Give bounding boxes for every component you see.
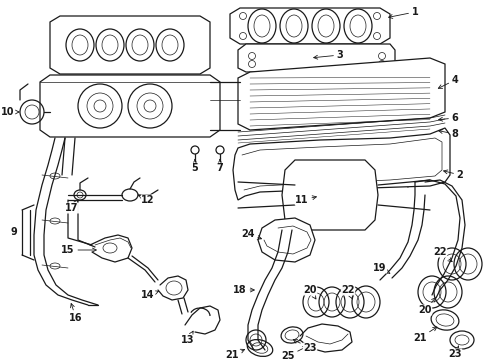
Text: 6: 6 [438, 113, 457, 123]
Text: 19: 19 [372, 263, 389, 273]
Polygon shape [238, 58, 444, 130]
Text: 11: 11 [295, 195, 316, 205]
Polygon shape [258, 218, 314, 262]
Text: 3: 3 [313, 50, 343, 60]
Text: 22: 22 [432, 247, 451, 262]
Text: 23: 23 [447, 346, 461, 359]
Text: 4: 4 [437, 75, 457, 88]
Text: 12: 12 [138, 195, 154, 205]
Text: 7: 7 [216, 159, 223, 173]
Text: 23: 23 [293, 339, 316, 353]
Polygon shape [232, 128, 449, 200]
Text: 8: 8 [438, 129, 458, 139]
Polygon shape [282, 160, 377, 230]
Text: 21: 21 [412, 327, 436, 343]
Text: 9: 9 [11, 227, 18, 237]
Text: 20: 20 [303, 285, 316, 299]
Text: 5: 5 [191, 159, 198, 173]
Text: 17: 17 [65, 200, 79, 213]
Text: 25: 25 [281, 347, 306, 360]
Text: 21: 21 [225, 349, 244, 360]
Text: 15: 15 [61, 245, 96, 255]
Text: 16: 16 [69, 303, 82, 323]
Text: 22: 22 [341, 285, 354, 299]
Polygon shape [40, 75, 220, 137]
Text: 14: 14 [141, 290, 158, 300]
Polygon shape [238, 44, 394, 72]
Text: 13: 13 [181, 331, 194, 345]
Text: 24: 24 [241, 229, 261, 239]
Text: 18: 18 [233, 285, 254, 295]
Text: 10: 10 [1, 107, 19, 117]
Text: 2: 2 [443, 170, 463, 180]
Polygon shape [229, 8, 389, 44]
Text: 20: 20 [417, 298, 435, 315]
Polygon shape [50, 16, 209, 74]
Text: 1: 1 [388, 7, 418, 18]
